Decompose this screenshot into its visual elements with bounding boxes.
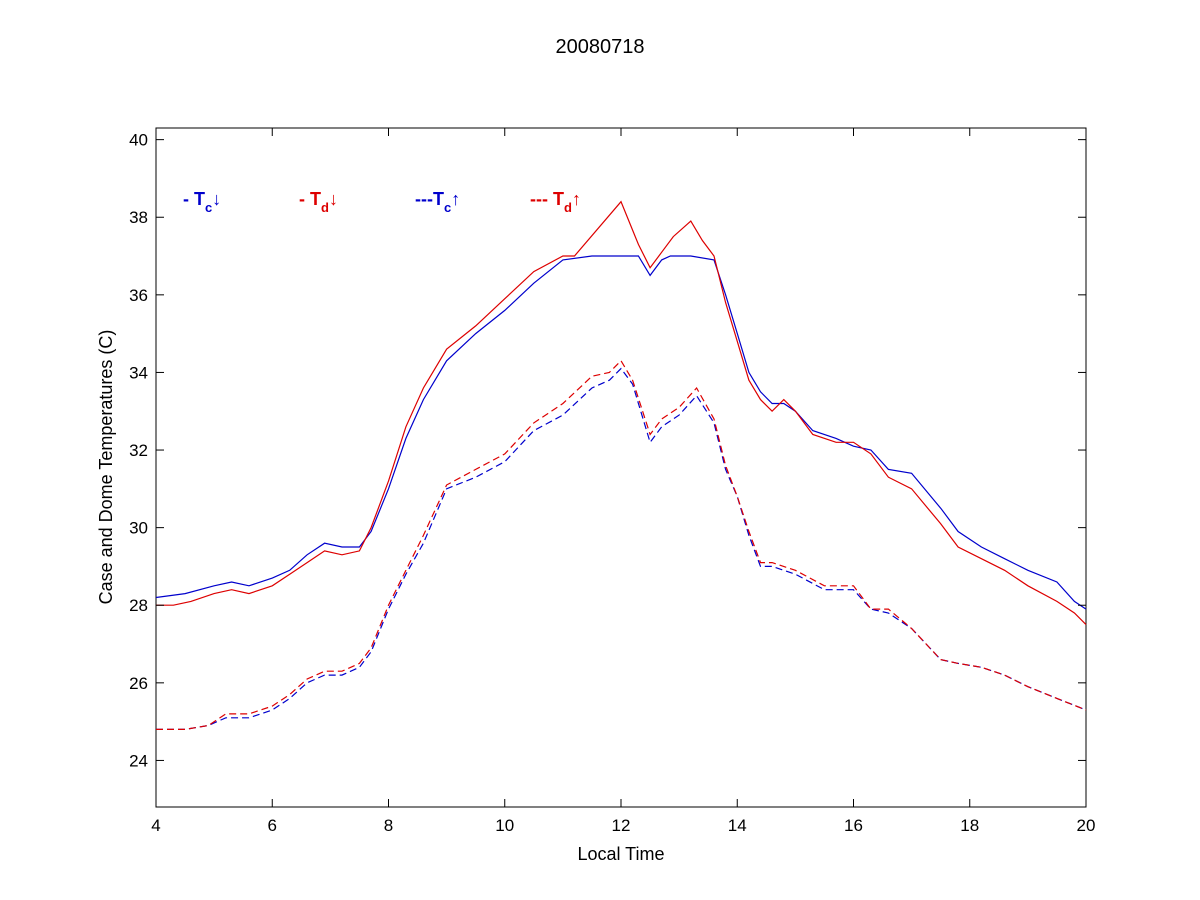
y-tick-label: 32 [129,441,148,460]
series-line-tc-up [156,367,1087,730]
y-tick-label: 26 [129,674,148,693]
x-tick-label: 14 [728,816,747,835]
y-tick-label: 30 [129,519,148,538]
x-tick-label: 8 [384,816,393,835]
series-line-tc-down [155,255,1087,610]
series-line-td-up [156,359,1087,730]
y-tick-label: 40 [129,131,148,150]
x-tick-label: 16 [844,816,863,835]
series-line-td-down [156,200,1087,626]
y-tick-label: 24 [129,751,148,770]
plot-area [155,127,1087,808]
y-axis-title: Case and Dome Temperatures (C) [96,330,116,605]
y-axis: 24 26 28 30 32 34 36 38 40 [129,131,1086,770]
legend-entry: --- Td↑ [530,189,581,215]
legend: - Tc↓ - Td↓ ---Tc↑ --- Td↑ [183,189,581,215]
x-tick-label: 4 [151,816,160,835]
x-tick-label: 12 [612,816,631,835]
x-tick-label: 18 [960,816,979,835]
x-axis: 4 6 8 10 12 14 16 18 20 [151,128,1095,835]
legend-entry: ---Tc↑ [415,189,460,215]
y-tick-label: 34 [129,363,148,382]
x-tick-label: 6 [268,816,277,835]
y-tick-label: 36 [129,286,148,305]
series-layer [155,200,1087,730]
x-tick-label: 10 [495,816,514,835]
legend-entry: - Td↓ [299,189,338,215]
x-tick-label: 20 [1077,816,1096,835]
x-axis-title: Local Time [577,844,664,864]
y-tick-label: 38 [129,208,148,227]
chart-title: 20080718 [556,36,645,58]
legend-entry: - Tc↓ [183,189,221,215]
y-tick-label: 28 [129,596,148,615]
